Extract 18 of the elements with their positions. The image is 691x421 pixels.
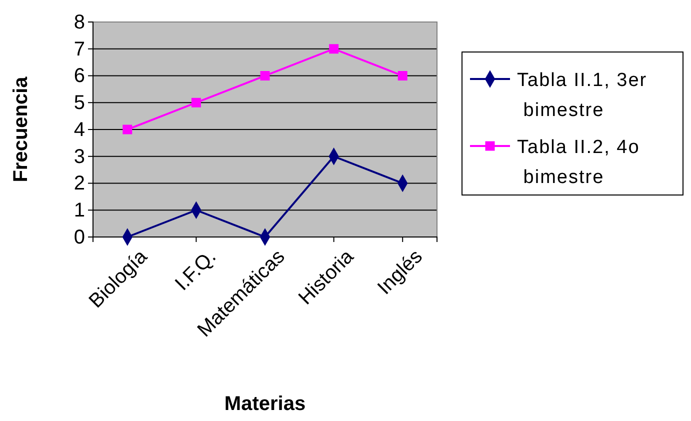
point [260,71,270,80]
y-axis-title: Frecuencia [10,76,32,182]
legend-label: Tabla II.1, 3er bimestre [517,70,648,121]
y-tick-label: 1 [74,200,85,222]
y-tick-label: 0 [74,226,85,248]
legend-label: Tabla II.2, 4o bimestre [517,137,640,188]
point [398,71,408,80]
y-tick-label: 5 [74,92,85,114]
x-axis-title: Materias [224,393,306,415]
point [191,98,201,108]
point [329,44,339,54]
y-tick-label: 3 [74,146,85,168]
y-tick-label: 2 [74,172,85,195]
y-tick-label: 8 [74,11,85,34]
point [122,124,132,134]
y-tick-label: 4 [74,118,85,141]
y-tick-label: 7 [74,38,85,60]
y-tick-label: 6 [74,65,85,88]
